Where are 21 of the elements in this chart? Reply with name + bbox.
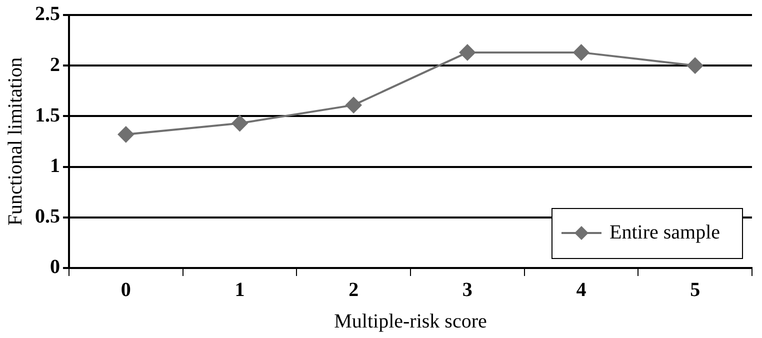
y-tick-label: 0 <box>50 256 60 278</box>
y-tick-label: 0.5 <box>35 206 60 228</box>
x-tick-label: 0 <box>120 279 131 302</box>
x-tick-label: 5 <box>690 279 700 302</box>
y-tick-label: 1.5 <box>35 104 60 126</box>
x-tick-label: 4 <box>576 279 586 302</box>
y-tick-label: 2 <box>50 54 60 76</box>
point <box>232 115 248 132</box>
legend-label: Entire sample <box>609 221 720 244</box>
point <box>346 97 362 114</box>
point <box>118 126 134 142</box>
y-tick-label: 2.5 <box>35 3 60 26</box>
point <box>459 44 476 60</box>
y-axis-title: Functional limitation <box>4 57 26 226</box>
x-tick-label: 3 <box>462 279 472 302</box>
point <box>573 44 590 60</box>
x-tick-label: 2 <box>348 279 359 302</box>
x-axis-title: Multiple-risk score <box>334 310 487 332</box>
y-tick-label: 1 <box>50 154 60 177</box>
point <box>687 58 704 74</box>
x-tick-label: 1 <box>234 279 245 302</box>
